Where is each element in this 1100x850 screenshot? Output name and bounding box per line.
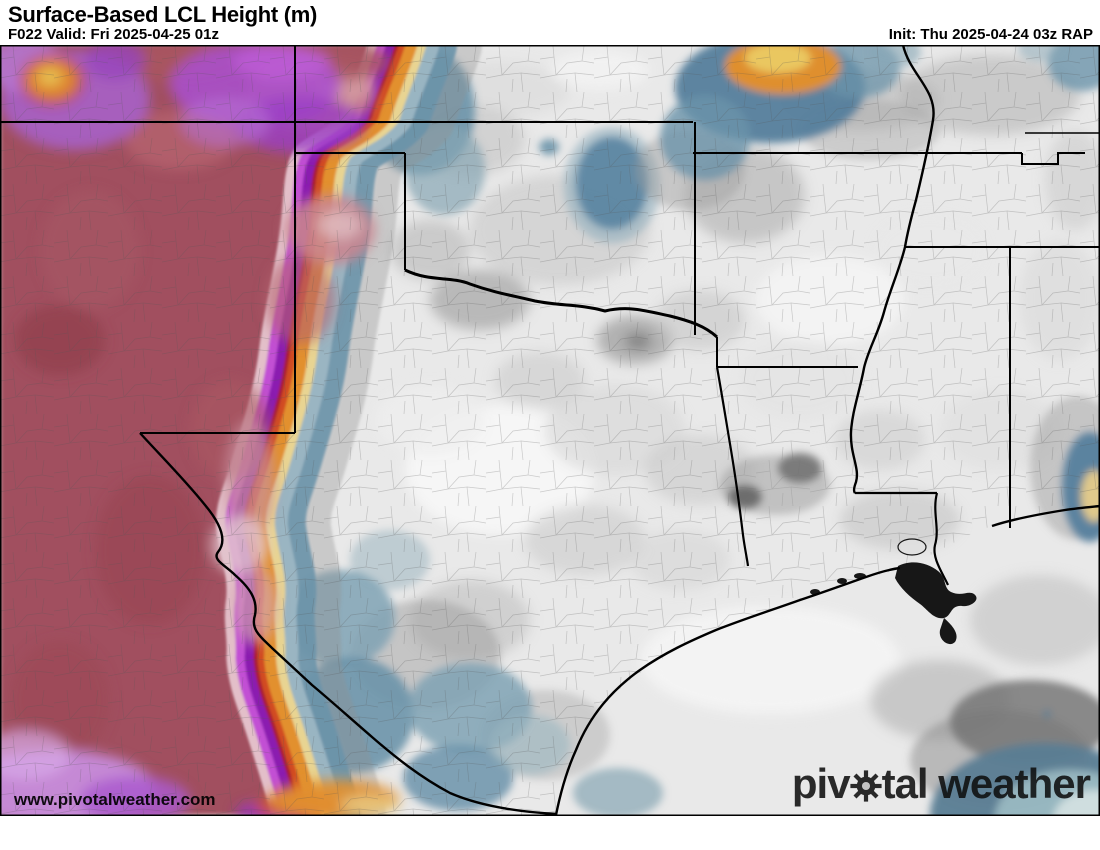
forecast-valid-label: F022 Valid: Fri 2025-04-25 01z	[8, 26, 219, 43]
gear-icon	[849, 770, 882, 802]
brand-text-suffix: tal weather	[881, 760, 1091, 807]
model-init-label: Init: Thu 2025-04-24 03z RAP	[888, 26, 1093, 43]
page-title: Surface-Based LCL Height (m)	[8, 2, 318, 27]
colorbar-strip: 2505007501000125015001750200025003000350…	[0, 816, 1100, 850]
pivotal-weather-watermark: piv tal weather	[791, 760, 1091, 807]
lcl-height-map[interactable]	[0, 45, 1100, 816]
mississippi-delta	[810, 538, 977, 645]
red-river-border	[404, 268, 719, 339]
rio-grande-border	[139, 432, 558, 816]
mississippi-river-border	[849, 45, 935, 494]
state-borders	[0, 45, 1100, 816]
map-frame	[0, 45, 1100, 816]
brand-text-prefix: piv	[791, 760, 851, 807]
website-watermark: www.pivotalweather.com	[14, 790, 216, 809]
map-canvas[interactable]	[0, 45, 1100, 816]
